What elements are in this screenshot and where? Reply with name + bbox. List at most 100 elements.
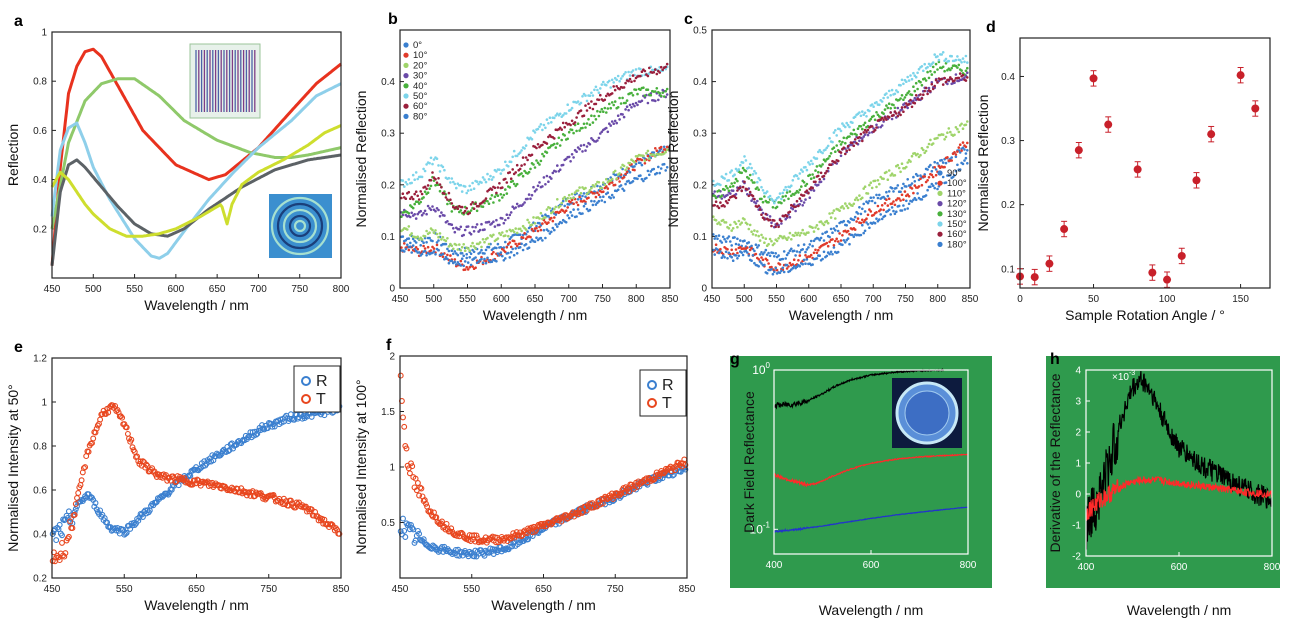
- data-point: [626, 488, 633, 495]
- data-point: [526, 158, 529, 162]
- data-point: [886, 204, 890, 207]
- data-point: [416, 212, 420, 216]
- data-point: [756, 230, 759, 233]
- data-point: [774, 225, 777, 229]
- data-point: [914, 94, 918, 97]
- data-point: [757, 258, 760, 261]
- data-point: [217, 452, 224, 459]
- data-point: [861, 207, 864, 211]
- data-point: [434, 177, 437, 181]
- data-point: [400, 215, 403, 218]
- data-point: [966, 71, 969, 74]
- data-point: [639, 88, 642, 91]
- x-tick-label: 800: [929, 294, 946, 305]
- data-point: [501, 254, 504, 258]
- data-point: [553, 228, 556, 232]
- data-point: [929, 138, 932, 142]
- data-point: [406, 228, 409, 231]
- data-point: [610, 101, 614, 104]
- data-point: [646, 154, 650, 158]
- data-point: [524, 144, 528, 147]
- legend-marker: [647, 380, 657, 390]
- data-point: [556, 225, 559, 228]
- data-point: [960, 122, 963, 126]
- series-line-0: [773, 368, 945, 410]
- data-point: [567, 216, 571, 220]
- data-point: [478, 251, 482, 254]
- data-point: [520, 149, 523, 152]
- data-point: [432, 158, 436, 161]
- data-point: [515, 244, 519, 248]
- data-point: [730, 169, 733, 172]
- legend-marker: [937, 180, 943, 186]
- data-point: [505, 181, 509, 184]
- data-point: [538, 225, 541, 229]
- data-point: [873, 221, 877, 225]
- data-point: [440, 186, 443, 189]
- data-point: [937, 60, 941, 64]
- data-point: [727, 235, 731, 238]
- x-tick-label: 550: [116, 584, 133, 595]
- x-tick-label: 750: [897, 294, 914, 305]
- ring-photo-ring: [293, 219, 307, 233]
- data-point: [459, 259, 463, 263]
- data-point: [613, 169, 617, 173]
- data-point: [566, 206, 569, 209]
- data-point: [512, 182, 516, 186]
- data-point: [593, 200, 596, 203]
- data-point: [1104, 120, 1113, 129]
- data-point: [907, 102, 911, 106]
- data-point: [726, 237, 729, 240]
- data-point: [882, 177, 885, 181]
- data-point: [788, 215, 792, 219]
- legend-label: 10°: [413, 50, 428, 61]
- data-point: [569, 200, 572, 204]
- data-point: [831, 238, 834, 241]
- data-point: [832, 131, 836, 134]
- data-point: [897, 204, 901, 208]
- data-point: [895, 186, 898, 190]
- data-point: [432, 250, 436, 253]
- x-tick-label: 650: [535, 584, 552, 595]
- data-point: [913, 180, 917, 183]
- data-point: [765, 190, 769, 193]
- data-point: [143, 461, 150, 468]
- data-point: [828, 240, 831, 244]
- data-point: [492, 220, 495, 223]
- data-point: [599, 87, 602, 90]
- data-point: [768, 194, 772, 198]
- data-point: [775, 268, 779, 272]
- data-point: [961, 141, 965, 144]
- data-point: [438, 232, 442, 235]
- data-point: [466, 261, 470, 264]
- data-point: [495, 218, 498, 222]
- data-point: [788, 249, 792, 252]
- data-point: [964, 79, 968, 82]
- data-point: [612, 85, 615, 88]
- data-point: [449, 254, 452, 257]
- x-tick-label: 800: [1264, 562, 1281, 573]
- data-point: [469, 252, 473, 256]
- data-point: [659, 94, 663, 98]
- data-point: [825, 254, 829, 258]
- data-point: [835, 237, 838, 241]
- data-point: [729, 185, 732, 188]
- data-point: [431, 162, 434, 166]
- data-point: [591, 121, 595, 124]
- data-point: [943, 59, 946, 62]
- data-point: [633, 79, 636, 83]
- data-point: [872, 114, 875, 118]
- data-point: [594, 118, 598, 121]
- data-point: [597, 136, 601, 140]
- data-point: [729, 171, 732, 174]
- data-point: [407, 225, 411, 228]
- y-axis-label: Normalised Intensity at 50°: [5, 384, 21, 551]
- data-point: [579, 197, 583, 201]
- data-point: [926, 168, 929, 171]
- data-point: [456, 261, 460, 264]
- data-point: [924, 194, 928, 197]
- data-point: [554, 213, 558, 216]
- data-point: [902, 98, 905, 101]
- data-point: [594, 183, 598, 186]
- data-point: [554, 205, 558, 209]
